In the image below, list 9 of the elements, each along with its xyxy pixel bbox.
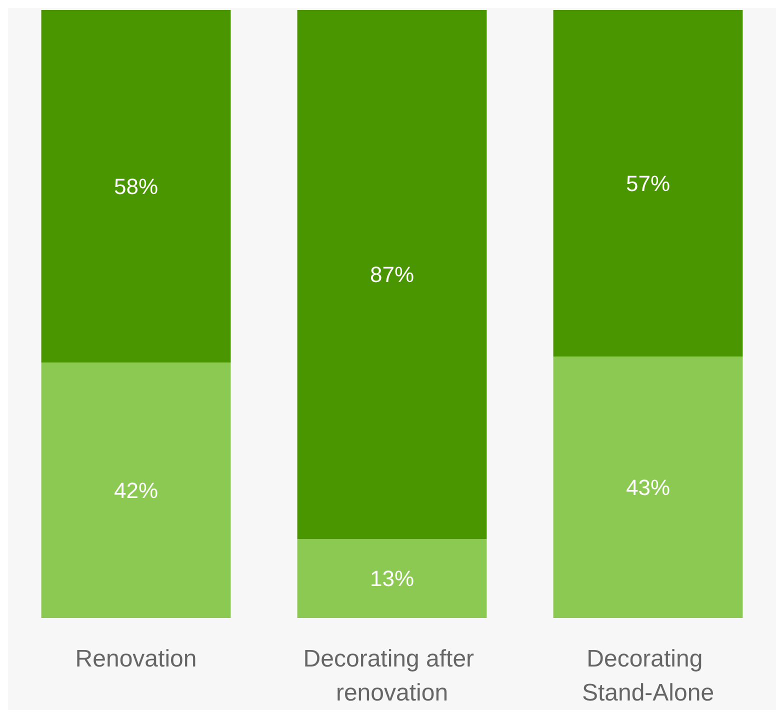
data-label: 57% [626, 170, 670, 196]
data-label: 13% [370, 566, 414, 591]
data-label: 58% [114, 174, 158, 199]
data-label: 87% [370, 262, 414, 287]
x-tick-label: Renovation [75, 646, 197, 672]
data-label: 43% [626, 474, 670, 500]
x-tick-label: Decorating after renovation [303, 646, 481, 706]
data-label: 42% [114, 478, 158, 503]
x-tick-label: Decorating Stand-Alone [582, 646, 714, 706]
